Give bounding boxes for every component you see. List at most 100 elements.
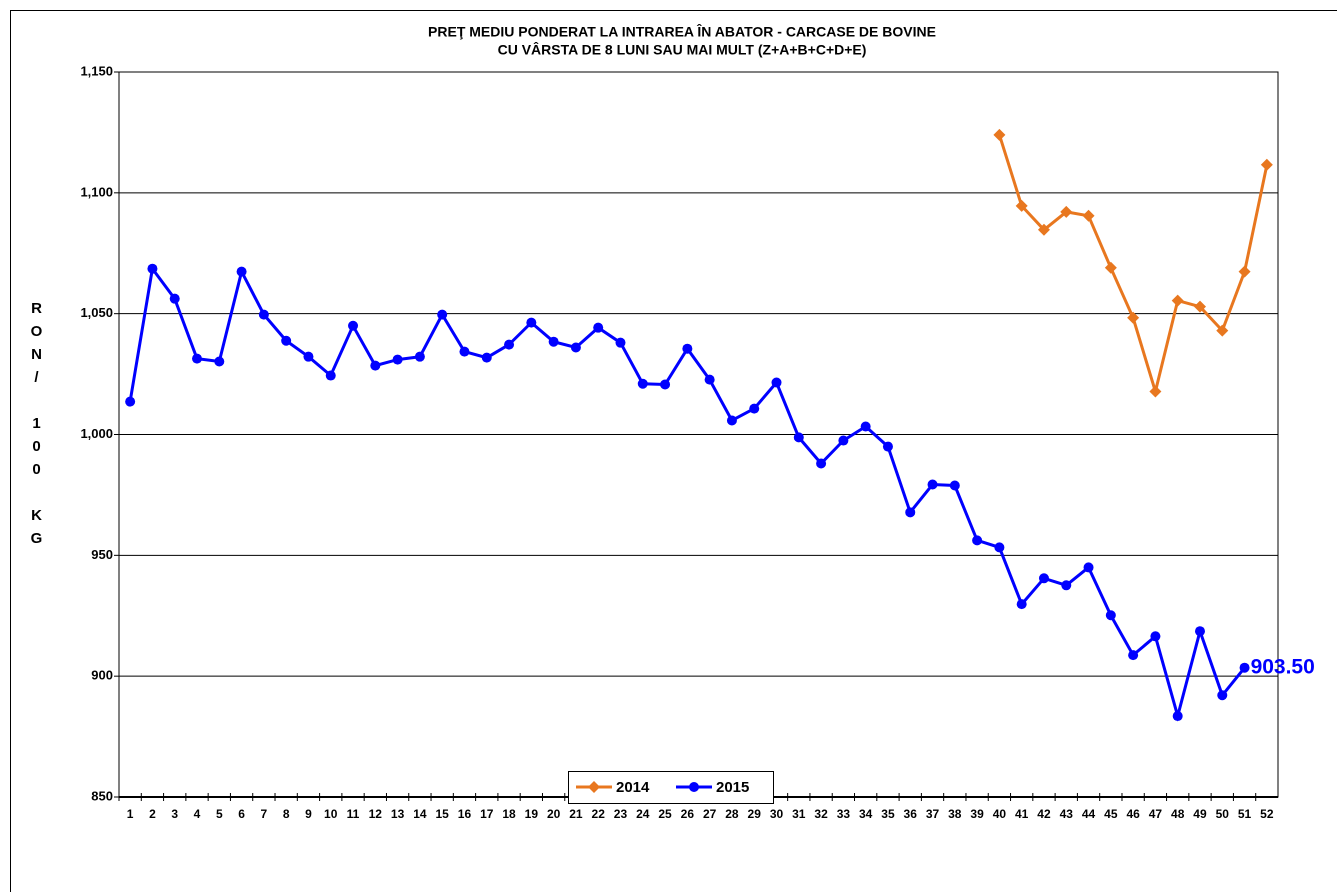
marker [994,542,1005,553]
y-tick-label: 1,000 [80,426,113,441]
legend-marker [689,782,699,792]
marker [236,266,247,277]
x-tick-label: 27 [703,807,717,821]
x-tick-label: 49 [1193,807,1207,821]
marker [927,479,938,490]
x-tick-label: 4 [194,807,201,821]
x-tick-label: 22 [592,807,606,821]
y-tick-label: 1,050 [80,305,113,320]
x-tick-label: 23 [614,807,628,821]
marker [704,374,715,385]
x-tick-label: 45 [1104,807,1118,821]
marker [1238,265,1251,278]
x-tick-label: 35 [881,807,895,821]
marker [459,346,470,357]
x-tick-label: 12 [369,807,383,821]
x-tick-label: 30 [770,807,784,821]
chart-frame [10,10,1337,892]
marker [437,309,448,320]
x-tick-label: 9 [305,807,312,821]
marker [1060,205,1073,218]
y-axis-label: RON/ 100 KG [28,300,45,553]
marker [1239,662,1250,673]
x-tick-label: 21 [569,807,583,821]
x-tick-label: 2 [149,807,156,821]
x-tick-label: 7 [261,807,268,821]
marker [1171,294,1184,307]
x-tick-label: 50 [1216,807,1230,821]
marker [570,342,581,353]
x-tick-label: 47 [1149,807,1163,821]
marker [1194,626,1205,637]
legend-label: 2014 [616,779,650,796]
marker [303,351,314,362]
x-tick-label: 11 [347,807,360,821]
x-tick-label: 41 [1015,807,1029,821]
marker [1150,631,1161,642]
x-tick-label: 37 [926,807,940,821]
marker [1082,209,1095,222]
marker [1172,711,1183,722]
x-tick-label: 28 [725,807,739,821]
x-tick-label: 1 [127,807,134,821]
x-tick-label: 38 [948,807,962,821]
x-tick-label: 17 [480,807,494,821]
x-tick-label: 6 [238,807,245,821]
x-tick-label: 40 [993,807,1007,821]
x-tick-label: 19 [525,807,539,821]
marker [1216,324,1229,337]
marker [637,378,648,389]
marker [1128,650,1139,661]
y-tick-label: 950 [91,547,113,562]
x-tick-label: 3 [171,807,178,821]
x-tick-label: 46 [1126,807,1140,821]
x-tick-label: 15 [436,807,450,821]
x-tick-label: 24 [636,807,650,821]
marker [993,128,1006,141]
marker [504,339,515,350]
legend-label: 2015 [716,779,749,796]
marker [281,335,292,346]
marker [1061,580,1072,591]
y-tick-label: 900 [91,668,113,683]
marker [1149,385,1162,398]
marker [838,435,849,446]
marker [1037,223,1050,236]
chart-title: CU VÂRSTA DE 8 LUNI SAU MAI MULT (Z+A+B+… [498,41,867,58]
marker [593,322,604,333]
marker [682,343,693,354]
x-tick-label: 20 [547,807,561,821]
x-tick-label: 13 [391,807,405,821]
x-tick-label: 44 [1082,807,1096,821]
chart-title: PREŢ MEDIU PONDERAT LA INTRAREA ÎN ABATO… [428,23,936,40]
x-tick-label: 32 [814,807,828,821]
marker [1105,610,1116,621]
x-tick-label: 42 [1037,807,1051,821]
x-tick-label: 39 [970,807,984,821]
x-tick-label: 29 [748,807,762,821]
x-tick-label: 43 [1060,807,1074,821]
marker [771,377,782,388]
x-tick-label: 18 [502,807,516,821]
marker [660,379,671,390]
marker [749,403,760,414]
marker [392,354,403,365]
marker [325,370,336,381]
y-tick-label: 1,100 [80,184,113,199]
marker [882,441,893,452]
marker [548,336,559,347]
marker [147,263,158,274]
y-tick-label: 850 [91,788,113,803]
marker [860,421,871,432]
x-tick-label: 31 [792,807,806,821]
marker [1127,311,1140,324]
marker [1217,690,1228,701]
legend-marker [588,781,600,793]
marker [414,351,425,362]
x-tick-label: 34 [859,807,873,821]
x-tick-label: 26 [681,807,695,821]
marker [905,507,916,518]
y-tick-label: 1,150 [80,63,113,78]
marker [1260,158,1273,171]
